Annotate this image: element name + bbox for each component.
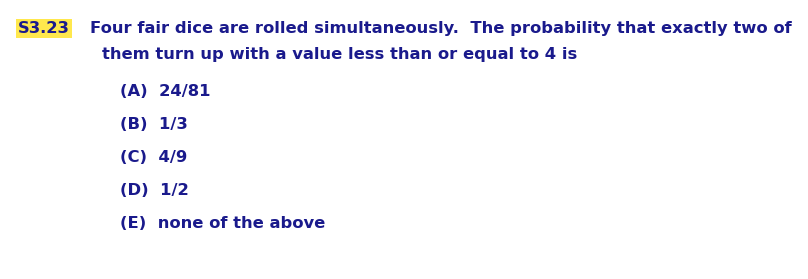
Text: S3.23: S3.23 — [18, 21, 69, 36]
Text: (A)  24/81: (A) 24/81 — [120, 84, 211, 99]
Text: them turn up with a value less than or equal to 4 is: them turn up with a value less than or e… — [102, 47, 577, 62]
Text: (C)  4/9: (C) 4/9 — [120, 150, 187, 165]
Text: (E)  none of the above: (E) none of the above — [120, 216, 326, 231]
Text: (B)  1/3: (B) 1/3 — [120, 117, 187, 132]
Text: (D)  1/2: (D) 1/2 — [120, 183, 189, 198]
Text: Four fair dice are rolled simultaneously.  The probability that exactly two of: Four fair dice are rolled simultaneously… — [90, 21, 792, 36]
